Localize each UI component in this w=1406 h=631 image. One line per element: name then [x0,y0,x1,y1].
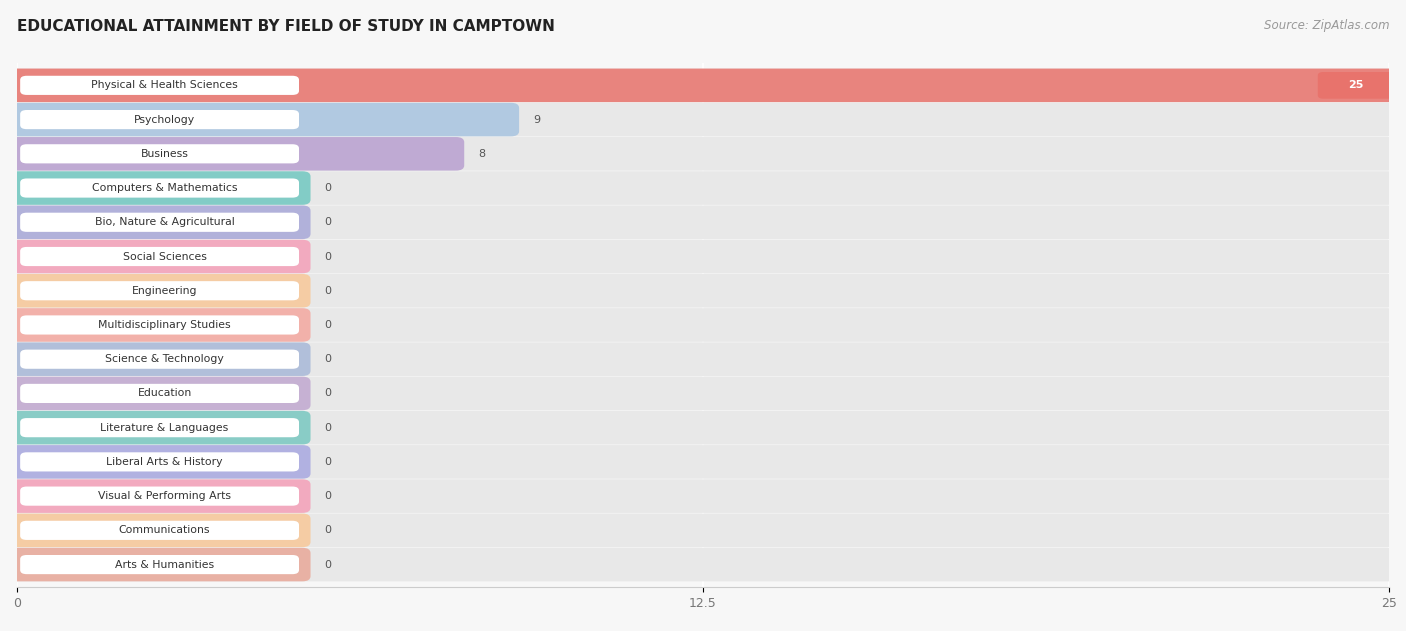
FancyBboxPatch shape [8,103,1398,136]
FancyBboxPatch shape [8,343,1398,376]
Text: 8: 8 [478,149,485,159]
Text: 0: 0 [325,423,332,433]
FancyBboxPatch shape [20,418,299,437]
Text: 9: 9 [533,115,540,124]
Text: 0: 0 [325,183,332,193]
FancyBboxPatch shape [8,514,1398,547]
FancyBboxPatch shape [8,377,1398,410]
Text: Source: ZipAtlas.com: Source: ZipAtlas.com [1264,19,1389,32]
Text: 0: 0 [325,286,332,296]
Text: 0: 0 [325,354,332,364]
FancyBboxPatch shape [20,555,299,574]
FancyBboxPatch shape [20,179,299,198]
Text: 0: 0 [325,457,332,467]
Text: Communications: Communications [118,526,211,535]
Text: Physical & Health Sciences: Physical & Health Sciences [91,80,238,90]
FancyBboxPatch shape [8,171,311,205]
FancyBboxPatch shape [8,514,311,547]
Text: Psychology: Psychology [134,115,195,124]
FancyBboxPatch shape [8,445,311,479]
Text: Social Sciences: Social Sciences [122,252,207,261]
FancyBboxPatch shape [20,247,299,266]
Text: EDUCATIONAL ATTAINMENT BY FIELD OF STUDY IN CAMPTOWN: EDUCATIONAL ATTAINMENT BY FIELD OF STUDY… [17,19,555,34]
FancyBboxPatch shape [20,316,299,334]
FancyBboxPatch shape [8,411,1398,444]
FancyBboxPatch shape [8,206,311,239]
FancyBboxPatch shape [8,137,1398,170]
FancyBboxPatch shape [8,69,1398,102]
FancyBboxPatch shape [8,103,519,136]
FancyBboxPatch shape [8,171,1398,205]
Text: 0: 0 [325,491,332,501]
FancyBboxPatch shape [8,206,1398,239]
FancyBboxPatch shape [20,452,299,471]
FancyBboxPatch shape [20,384,299,403]
FancyBboxPatch shape [20,144,299,163]
Text: 0: 0 [325,560,332,570]
Text: Arts & Humanities: Arts & Humanities [115,560,214,570]
FancyBboxPatch shape [20,487,299,505]
FancyBboxPatch shape [8,69,1398,102]
FancyBboxPatch shape [1317,72,1395,98]
FancyBboxPatch shape [8,480,311,513]
FancyBboxPatch shape [8,240,311,273]
Text: Science & Technology: Science & Technology [105,354,224,364]
FancyBboxPatch shape [8,548,1398,581]
FancyBboxPatch shape [8,411,311,444]
FancyBboxPatch shape [20,76,299,95]
FancyBboxPatch shape [8,377,311,410]
Text: Liberal Arts & History: Liberal Arts & History [107,457,222,467]
Text: Engineering: Engineering [132,286,197,296]
FancyBboxPatch shape [20,521,299,540]
FancyBboxPatch shape [8,548,311,581]
Text: 25: 25 [1348,80,1364,90]
FancyBboxPatch shape [8,308,1398,342]
FancyBboxPatch shape [8,240,1398,273]
Text: Multidisciplinary Studies: Multidisciplinary Studies [98,320,231,330]
FancyBboxPatch shape [8,137,464,170]
Text: 0: 0 [325,217,332,227]
FancyBboxPatch shape [8,480,1398,513]
FancyBboxPatch shape [8,274,311,307]
Text: Literature & Languages: Literature & Languages [100,423,229,433]
Text: Education: Education [138,389,191,398]
FancyBboxPatch shape [8,274,1398,307]
Text: Bio, Nature & Agricultural: Bio, Nature & Agricultural [94,217,235,227]
Text: 0: 0 [325,526,332,535]
Text: Computers & Mathematics: Computers & Mathematics [91,183,238,193]
FancyBboxPatch shape [8,343,311,376]
FancyBboxPatch shape [20,350,299,369]
FancyBboxPatch shape [20,281,299,300]
Text: Business: Business [141,149,188,159]
FancyBboxPatch shape [20,213,299,232]
FancyBboxPatch shape [8,308,311,342]
Text: 0: 0 [325,320,332,330]
Text: 0: 0 [325,252,332,261]
Text: Visual & Performing Arts: Visual & Performing Arts [98,491,231,501]
FancyBboxPatch shape [8,445,1398,479]
FancyBboxPatch shape [20,110,299,129]
Text: 0: 0 [325,389,332,398]
